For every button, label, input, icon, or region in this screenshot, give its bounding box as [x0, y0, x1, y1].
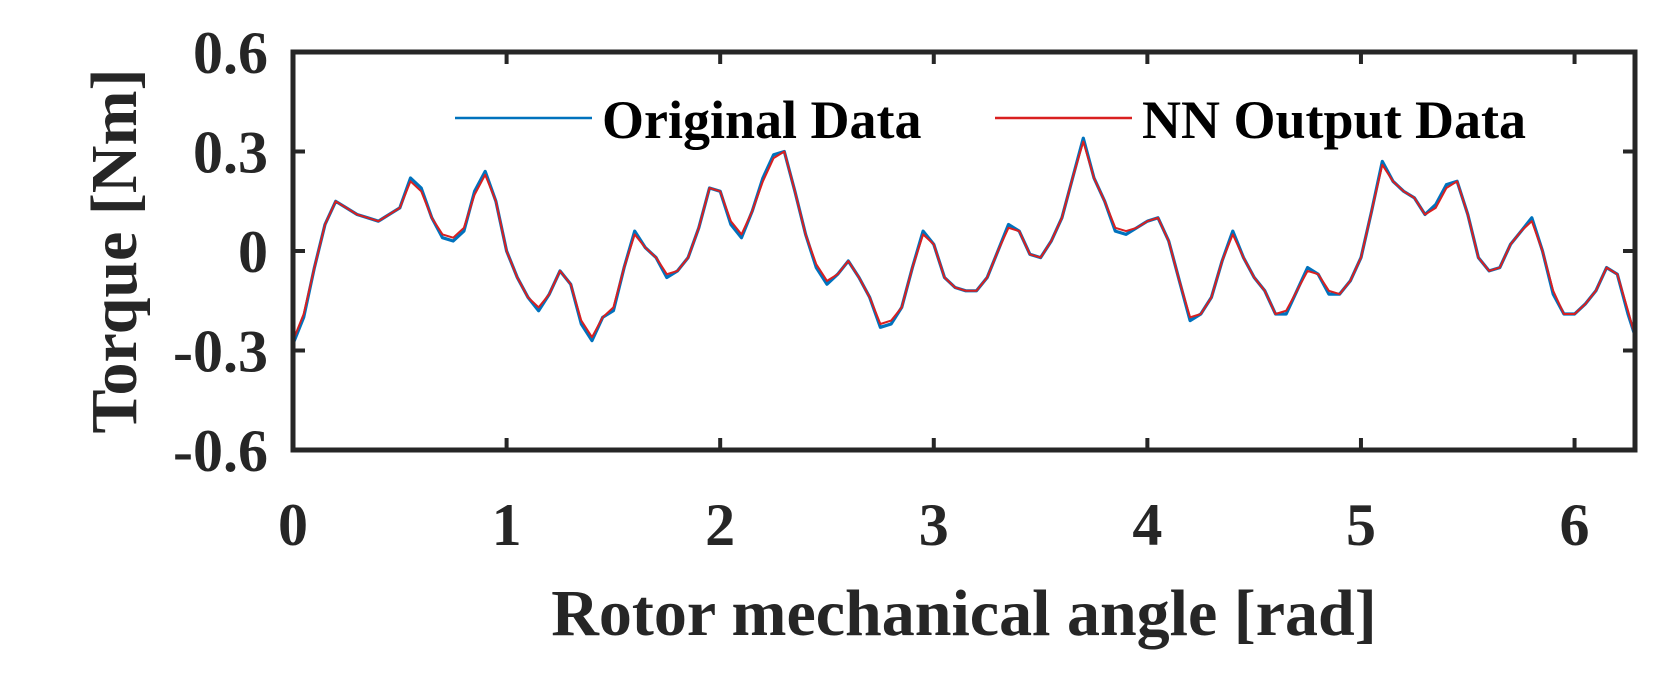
y-tick-label-2: 0: [238, 219, 268, 285]
x-axis-ticks: 0 1 2 3 4 5 6: [278, 52, 1590, 558]
x-tick-label-1: 1: [492, 492, 522, 558]
series-line-original-data: [291, 136, 1636, 345]
y-tick-label-3: 0.3: [193, 120, 268, 186]
x-tick-label-2: 2: [705, 492, 735, 558]
x-tick-label-4: 4: [1132, 492, 1162, 558]
y-tick-label-1: -0.3: [173, 319, 268, 385]
y-axis-ticks: -0.6 -0.3 0 0.3 0.6: [173, 20, 1635, 484]
x-tick-label-5: 5: [1346, 492, 1376, 558]
y-tick-label-4: 0.6: [193, 20, 268, 86]
x-tick-label-6: 6: [1560, 492, 1590, 558]
series-line-nn-output-data: [292, 140, 1636, 341]
legend-label-nn-output-data: NN Output Data: [1142, 90, 1526, 150]
series-layer: [291, 136, 1636, 345]
plot-frame: [290, 49, 1638, 453]
legend-label-original-data: Original Data: [602, 90, 922, 150]
legend: Original Data NN Output Data: [455, 90, 1526, 150]
y-axis-label: Torque [Nm]: [78, 69, 151, 434]
y-tick-label-0: -0.6: [173, 418, 268, 484]
x-tick-label-3: 3: [919, 492, 949, 558]
x-axis-label: Rotor mechanical angle [rad]: [551, 577, 1376, 650]
x-tick-label-0: 0: [278, 492, 308, 558]
